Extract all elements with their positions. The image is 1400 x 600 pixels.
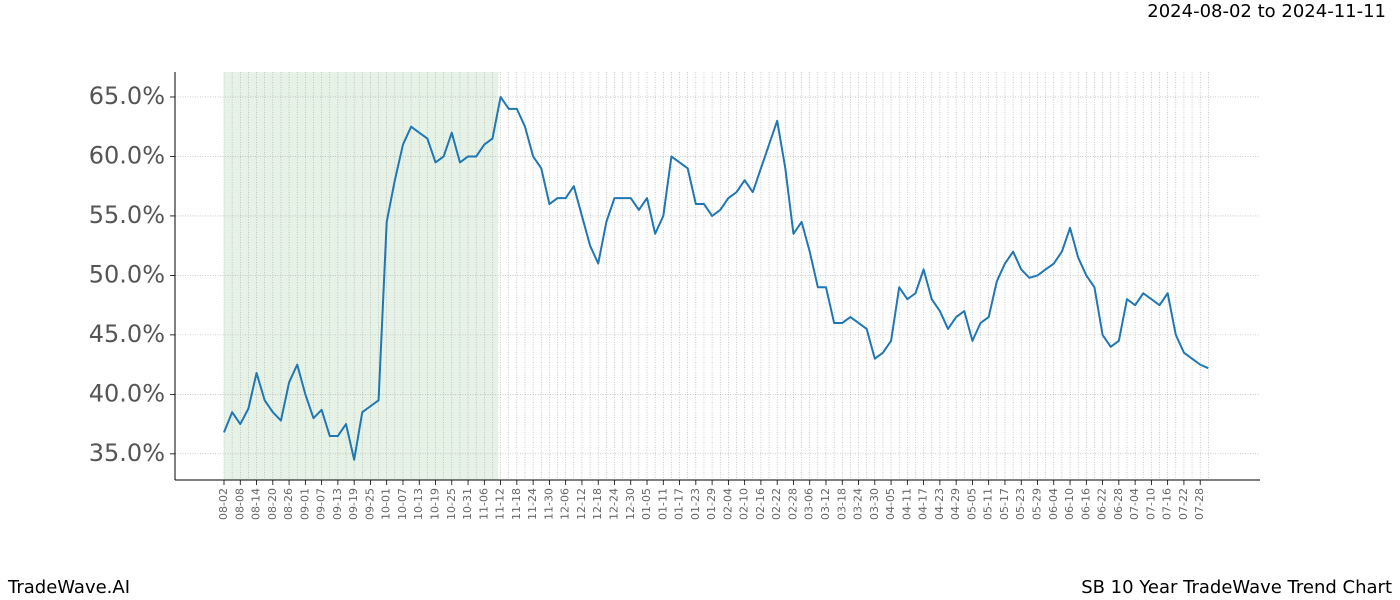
x-tick-label: 02-16 <box>754 488 767 520</box>
y-tick-label: 45.0% <box>89 320 165 348</box>
x-tick-label: 05-05 <box>965 488 978 520</box>
x-tick-label: 10-25 <box>445 488 458 520</box>
x-tick-label: 07-16 <box>1161 488 1174 520</box>
y-tick-label: 35.0% <box>89 439 165 467</box>
y-tick-label: 40.0% <box>89 379 165 407</box>
x-tick-label: 10-13 <box>412 488 425 520</box>
x-tick-label: 11-06 <box>477 488 490 520</box>
footer-left: TradeWave.AI <box>7 577 130 598</box>
x-tick-label: 06-22 <box>1096 488 1109 520</box>
x-tick-label: 09-01 <box>298 488 311 520</box>
x-tick-label: 10-31 <box>461 488 474 520</box>
x-tick-label: 11-18 <box>510 488 523 520</box>
x-tick-label: 03-24 <box>852 488 865 520</box>
x-tick-label: 06-28 <box>1112 488 1125 520</box>
x-tick-label: 08-14 <box>250 488 263 520</box>
x-tick-label: 08-02 <box>217 488 230 520</box>
x-tick-label: 06-16 <box>1079 488 1092 520</box>
highlight-region <box>224 72 499 480</box>
x-tick-label: 06-10 <box>1063 488 1076 520</box>
x-tick-label: 05-11 <box>982 488 995 520</box>
x-tick-label: 11-24 <box>526 488 539 520</box>
x-tick-label: 09-13 <box>331 488 344 520</box>
x-tick-label: 08-20 <box>266 488 279 520</box>
x-tick-label: 04-17 <box>917 488 930 520</box>
x-tick-label: 11-30 <box>542 488 555 520</box>
x-tick-label: 10-01 <box>380 488 393 520</box>
x-tick-label: 12-30 <box>624 488 637 520</box>
x-tick-label: 01-17 <box>673 488 686 520</box>
x-tick-label: 01-11 <box>656 488 669 520</box>
y-tick-label: 60.0% <box>89 141 165 169</box>
x-tick-label: 07-28 <box>1193 488 1206 520</box>
x-tick-label: 03-06 <box>803 488 816 520</box>
x-tick-label: 08-08 <box>233 488 246 520</box>
x-tick-label: 11-12 <box>494 488 507 520</box>
x-tick-label: 02-10 <box>738 488 751 520</box>
footer-right: SB 10 Year TradeWave Trend Chart <box>1081 577 1392 598</box>
x-tick-label: 04-29 <box>949 488 962 520</box>
x-tick-label: 04-05 <box>884 488 897 520</box>
x-tick-label: 12-12 <box>575 488 588 520</box>
x-tick-label: 09-25 <box>363 488 376 520</box>
y-tick-label: 55.0% <box>89 201 165 229</box>
x-tick-label: 07-04 <box>1128 488 1141 520</box>
x-tick-label: 02-22 <box>770 488 783 520</box>
x-tick-label: 12-18 <box>591 488 604 520</box>
y-tick-label: 50.0% <box>89 260 165 288</box>
x-tick-label: 01-23 <box>689 488 702 520</box>
x-tick-label: 01-29 <box>705 488 718 520</box>
trend-line <box>223 95 1209 461</box>
subtitle: 2024-08-02 to 2024-11-11 <box>1147 1 1386 22</box>
x-tick-label: 12-06 <box>559 488 572 520</box>
x-tick-label: 10-07 <box>396 488 409 520</box>
x-tick-label: 05-23 <box>1014 488 1027 520</box>
x-tick-label: 02-28 <box>786 488 799 520</box>
x-tick-label: 09-19 <box>347 488 360 520</box>
x-tick-label: 03-12 <box>819 488 832 520</box>
x-tick-label: 10-19 <box>429 488 442 520</box>
x-tick-label: 08-26 <box>282 488 295 520</box>
x-tick-label: 04-23 <box>933 488 946 520</box>
x-tick-label: 04-11 <box>900 488 913 520</box>
x-tick-label: 07-10 <box>1144 488 1157 520</box>
x-tick-label: 07-22 <box>1177 488 1190 520</box>
y-tick-label: 65.0% <box>89 82 165 110</box>
x-tick-label: 12-24 <box>607 488 620 520</box>
x-tick-label: 03-18 <box>835 488 848 520</box>
x-tick-label: 09-07 <box>315 488 328 520</box>
x-tick-label: 03-30 <box>868 488 881 520</box>
x-tick-label: 05-29 <box>1031 488 1044 520</box>
x-tick-label: 01-05 <box>640 488 653 520</box>
x-tick-label: 02-04 <box>721 488 734 520</box>
x-tick-label: 05-17 <box>998 488 1011 520</box>
x-tick-label: 06-04 <box>1047 488 1060 520</box>
